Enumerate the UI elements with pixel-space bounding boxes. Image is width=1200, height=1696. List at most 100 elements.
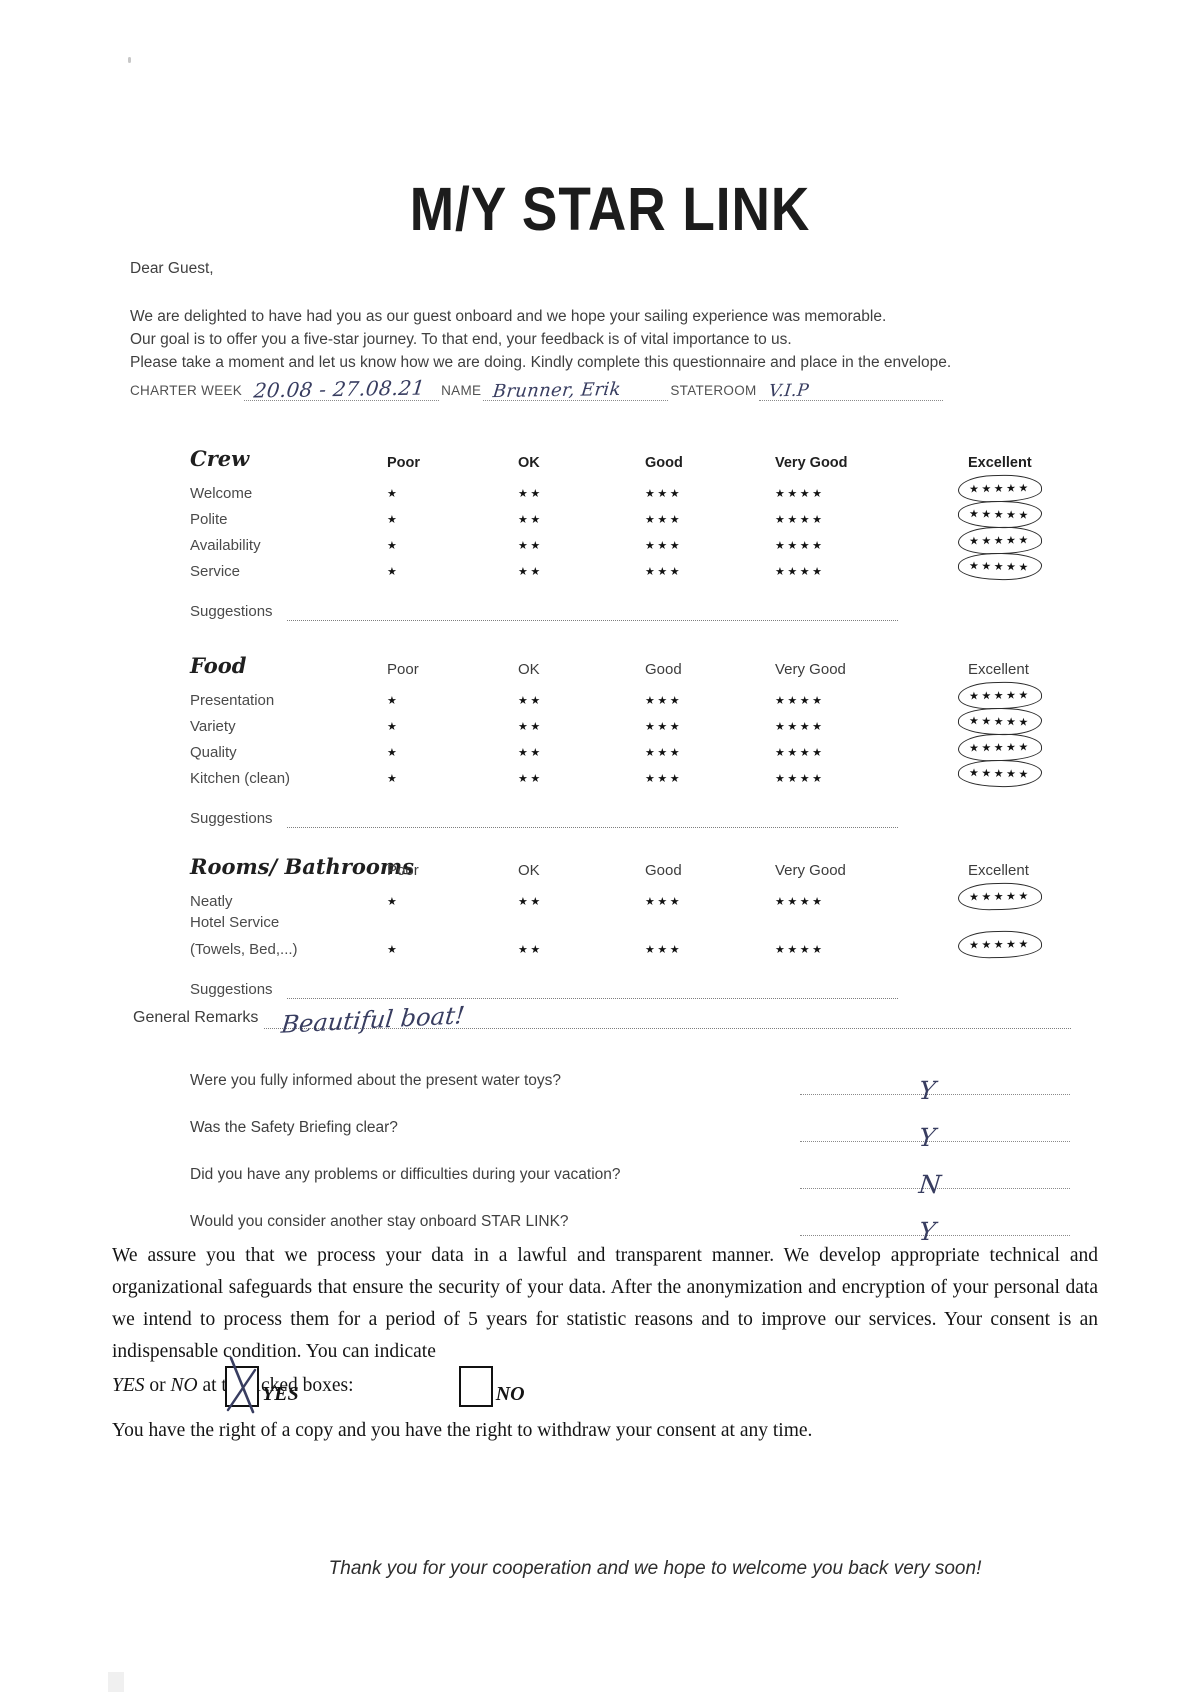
rating-row-label: (Towels, Bed,...)	[190, 941, 298, 958]
star-icons: ★★	[518, 488, 543, 500]
charter-week-label: CHARTER WEEK	[130, 383, 243, 398]
rating-cell-very-good[interactable]: ★★★★	[775, 717, 968, 735]
rating-cell-ok[interactable]: ★★	[518, 691, 645, 709]
scale-label: Good	[645, 862, 682, 879]
star-icons: ★	[387, 695, 400, 707]
answer-field[interactable]: Y	[800, 1111, 1070, 1152]
stateroom-handwriting: V.I.P	[767, 380, 810, 402]
rating-cell-excellent[interactable]: ★★★★★	[957, 733, 1140, 762]
rating-cell-ok[interactable]: ★★	[518, 892, 645, 910]
rating-cell-poor[interactable]: ★	[387, 717, 518, 735]
rating-cell-excellent[interactable]: ★★★★★	[957, 882, 1140, 911]
name-label: NAME	[441, 383, 482, 398]
rating-cell-ok[interactable]: ★★	[518, 562, 645, 580]
rating-row-label: Kitchen (clean)	[190, 770, 291, 787]
rating-row: Variety ★ ★★ ★★★ ★★★★ ★★★★★	[190, 706, 1140, 737]
star-icons: ★★★	[645, 695, 683, 707]
star-icons: ★	[387, 896, 400, 908]
star-icons: ★	[387, 566, 400, 578]
star-icons: ★★	[518, 944, 543, 956]
no-word: NO	[170, 1375, 198, 1396]
rating-cell-poor[interactable]: ★	[387, 940, 518, 958]
rating-cell-ok[interactable]: ★★	[518, 717, 645, 735]
rating-cell-ok[interactable]: ★★	[518, 940, 645, 958]
charter-header-row: CHARTER WEEK 20.08 - 27.08.21 NAME Brunn…	[130, 368, 945, 403]
answer-field[interactable]: N	[800, 1158, 1070, 1199]
rating-cell-good[interactable]: ★★★	[645, 743, 775, 761]
rating-cell-good[interactable]: ★★★	[645, 484, 775, 502]
scan-artifact	[128, 57, 131, 63]
rating-cell-very-good[interactable]: ★★★★	[775, 536, 968, 554]
rating-cell-ok[interactable]: ★★	[518, 769, 645, 787]
yes-checkbox[interactable]	[225, 1356, 259, 1414]
rating-cell-good[interactable]: ★★★	[645, 691, 775, 709]
star-icons: ★★★★★	[968, 508, 1031, 522]
rating-cell-good[interactable]: ★★★	[645, 940, 775, 958]
star-icons: ★★★	[645, 944, 683, 956]
rating-cell-ok[interactable]: ★★	[518, 510, 645, 528]
rating-cell-very-good[interactable]: ★★★★	[775, 769, 968, 787]
rating-cell-ok[interactable]: ★★	[518, 536, 645, 554]
suggestions-field[interactable]	[286, 602, 898, 621]
rating-cell-poor[interactable]: ★	[387, 691, 518, 709]
checkbox-label: YES	[262, 1383, 299, 1405]
name-field[interactable]: Brunner, Erik	[483, 368, 669, 403]
rating-cell-very-good[interactable]: ★★★★	[775, 484, 968, 502]
rating-cell-very-good[interactable]: ★★★★	[775, 940, 968, 958]
star-icons: ★★★	[645, 896, 683, 908]
stateroom-field[interactable]: V.I.P	[758, 368, 943, 402]
rating-cell-excellent[interactable]: ★★★★★	[957, 758, 1140, 789]
rating-cell-excellent[interactable]: ★★★★★	[957, 499, 1140, 530]
scan-artifact	[108, 1672, 124, 1692]
star-icons: ★★★★	[775, 896, 825, 908]
rating-cell-good[interactable]: ★★★	[645, 769, 775, 787]
rating-cell-good[interactable]: ★★★	[645, 562, 775, 580]
question-row: Did you have any problems or difficultie…	[190, 1142, 1070, 1199]
answer-field[interactable]: Y	[800, 1205, 1070, 1246]
footer-thanks: Thank you for your cooperation and we ho…	[328, 1558, 982, 1579]
rating-cell-excellent[interactable]: ★★★★★	[957, 526, 1140, 555]
rating-cell-excellent[interactable]: ★★★★★	[957, 681, 1140, 710]
rating-cell-very-good[interactable]: ★★★★	[775, 892, 968, 910]
rating-cell-poor[interactable]: ★	[387, 769, 518, 787]
rating-cell-excellent[interactable]: ★★★★★	[957, 474, 1140, 503]
rating-cell-ok[interactable]: ★★	[518, 484, 645, 502]
rating-cell-ok[interactable]: ★★	[518, 743, 645, 761]
no-checkbox[interactable]	[458, 1366, 493, 1407]
rating-cell-good[interactable]: ★★★	[645, 536, 775, 554]
question-text: Did you have any problems or difficultie…	[190, 1166, 621, 1183]
section-heading: Rooms/ Bathrooms	[190, 854, 414, 879]
answer-field[interactable]: Y	[800, 1064, 1070, 1105]
rating-row: Kitchen (clean) ★ ★★ ★★★ ★★★★ ★★★★★	[190, 758, 1140, 789]
scale-label: Very Good	[775, 455, 848, 471]
star-icons: ★★★★	[775, 488, 825, 500]
rating-cell-poor[interactable]: ★	[387, 743, 518, 761]
rating-cell-poor[interactable]: ★	[387, 536, 518, 554]
rating-cell-good[interactable]: ★★★	[645, 717, 775, 735]
rating-cell-very-good[interactable]: ★★★★	[775, 562, 968, 580]
circle-annotation-icon: ★★★★★	[957, 733, 1043, 762]
rating-cell-good[interactable]: ★★★	[645, 510, 775, 528]
scale-label: Very Good	[775, 862, 846, 879]
general-remarks-field[interactable]: Beautiful boat!	[264, 994, 1071, 1039]
rating-cell-very-good[interactable]: ★★★★	[775, 510, 968, 528]
suggestions-label: Suggestions	[190, 603, 273, 620]
rating-cell-excellent[interactable]: ★★★★★	[957, 706, 1140, 737]
suggestions-field[interactable]	[286, 809, 898, 828]
rating-cell-good[interactable]: ★★★	[645, 892, 775, 910]
scale-label: Good	[645, 661, 682, 678]
suggestions-field[interactable]	[286, 980, 898, 999]
star-icons: ★	[387, 488, 400, 500]
rating-cell-excellent[interactable]: ★★★★★	[957, 930, 1140, 959]
charter-week-field[interactable]: 20.08 - 27.08.21	[244, 368, 440, 402]
star-icons: ★	[387, 944, 400, 956]
rating-cell-poor[interactable]: ★	[387, 562, 518, 580]
rating-cell-poor[interactable]: ★	[387, 510, 518, 528]
rating-cell-very-good[interactable]: ★★★★	[775, 743, 968, 761]
name-handwriting: Brunner, Erik	[492, 378, 623, 403]
rating-cell-poor[interactable]: ★	[387, 892, 518, 910]
rating-cell-poor[interactable]: ★	[387, 484, 518, 502]
rating-cell-very-good[interactable]: ★★★★	[775, 691, 968, 709]
rating-cell-excellent[interactable]: ★★★★★	[957, 551, 1140, 582]
rating-row-label: Availability	[190, 537, 261, 554]
